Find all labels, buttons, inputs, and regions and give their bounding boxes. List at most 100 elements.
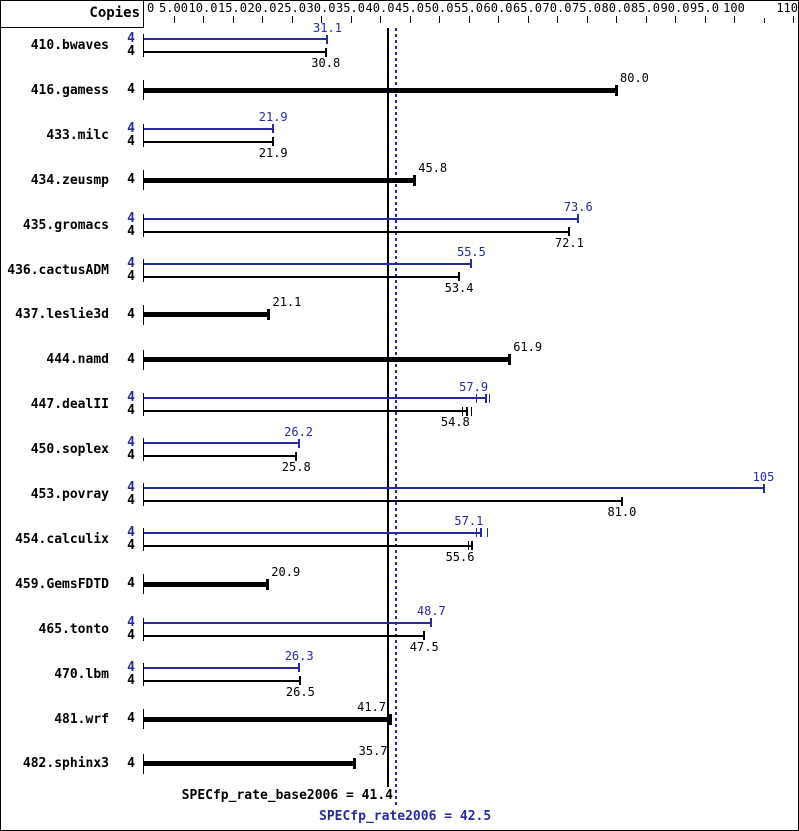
base-mean-reference-line [387,28,389,787]
axis-tick-label: 5.00 [159,1,188,15]
copies-value-base: 4 [127,755,135,771]
base-value-label: 26.5 [285,684,315,699]
base-bar [144,455,297,458]
peak-mean-label: SPECfp_rate2006 = 42.5 [319,809,492,824]
base-bar [144,275,460,278]
axis-tick [675,16,676,23]
benchmark-label: 481.wrf [54,711,109,727]
base-bar [144,500,622,502]
base-value-label: 21.1 [272,295,302,310]
axis-tick [321,16,322,23]
copies-value-peak: 4 [127,524,135,540]
benchmark-label: 433.milc [46,127,109,143]
axis-tick [468,16,470,23]
base-bar [144,581,268,587]
axis-tick-label: 20.0 [247,1,277,15]
peak-mean-reference-line [395,28,397,808]
axis-tick-label: 0 [147,1,155,15]
benchmark-label: 447.dealII [30,397,109,413]
base-bar [144,634,425,637]
row-axis-bracket [143,304,144,325]
base-bar-end-tick [568,227,571,237]
axis-tick-label: 80.0 [601,1,631,15]
peak-bar-end-tick [272,124,275,134]
axis-tick [498,16,499,23]
peak-bar [144,127,274,130]
peak-value-label: 26.3 [284,649,314,664]
peak-bar [144,262,472,265]
axis-tick [203,16,204,23]
row-axis-bracket [143,349,144,370]
peak-value-label: 55.5 [456,245,486,259]
axis-tick [409,16,411,23]
peak-bar-end-tick [297,438,300,448]
base-value-label: 80.0 [620,70,649,85]
peak-value-label: 105 [752,469,775,484]
row-axis-bracket [143,574,144,595]
base-value-label: 21.9 [258,145,288,160]
axis-tick-label: 40.0 [365,1,395,15]
row-axis-bracket [143,34,144,57]
base-bar [144,679,301,682]
benchmark-label: 450.soplex [30,442,109,458]
benchmark-label: 465.tonto [38,621,109,637]
row-axis-bracket [143,123,144,147]
axis-tick [439,16,440,23]
benchmark-label: 482.sphinx3 [22,756,109,772]
base-bar [144,716,391,722]
base-bar-end-tick [265,578,269,590]
peak-bar [144,666,300,669]
copies-value-base: 4 [127,448,135,464]
base-bar [144,410,468,413]
base-value-label: 54.8 [440,415,470,430]
copies-value-peak: 4 [127,614,135,630]
row-axis-bracket [143,80,144,101]
base-value-label: 30.8 [311,56,341,70]
copies-value-base: 4 [127,172,135,188]
axis-tick [645,16,647,23]
peak-value-label: 73.6 [563,200,593,215]
base-value-label: 55.6 [445,549,475,564]
copies-value-base: 4 [127,223,135,239]
run-spread-tick [486,528,488,538]
axis-tick [527,16,529,23]
base-bar-end-tick [507,354,511,366]
benchmark-label: 444.namd [46,352,109,368]
peak-bar [144,487,764,489]
base-value-label: 25.8 [281,460,311,475]
base-bar-end-tick [353,758,357,770]
copies-header-label: Copies [89,5,140,21]
run-spread-tick [475,528,477,538]
row-axis-bracket [143,483,144,506]
copies-value-peak: 4 [127,255,135,271]
axis-tick-label: 90.0 [660,1,690,15]
base-bar-end-tick [614,84,618,96]
row-axis-bracket [143,170,144,191]
axis-tick-label: 95.0 [690,1,719,15]
benchmark-label: 410.bwaves [30,38,109,53]
copies-value-base: 4 [127,82,135,98]
copies-value-base: 4 [127,133,135,149]
peak-value-label: 48.7 [416,604,446,619]
axis-tick [291,16,293,23]
copies-value-peak: 4 [127,390,135,406]
benchmark-label: 459.GemsFDTD [15,576,109,592]
base-bar-end-tick [412,174,416,186]
axis-tick-label: 10.0 [188,1,218,15]
copies-value-base: 4 [127,306,135,322]
run-spread-tick [475,393,477,403]
copies-value-peak: 4 [127,31,135,46]
base-bar [144,357,510,363]
benchmark-label: 470.lbm [54,666,109,682]
copies-value-base: 4 [127,44,135,59]
benchmark-label: 436.cactusADM [7,262,109,278]
benchmark-label: 434.zeusmp [30,172,109,188]
run-spread-tick [488,393,490,403]
peak-bar-end-tick [326,34,329,44]
base-value-label: 81.0 [607,505,637,519]
base-value-label: 47.5 [409,639,439,654]
copies-value-peak: 4 [127,480,135,495]
base-bar [144,544,473,547]
base-value-label: 53.4 [444,280,474,295]
